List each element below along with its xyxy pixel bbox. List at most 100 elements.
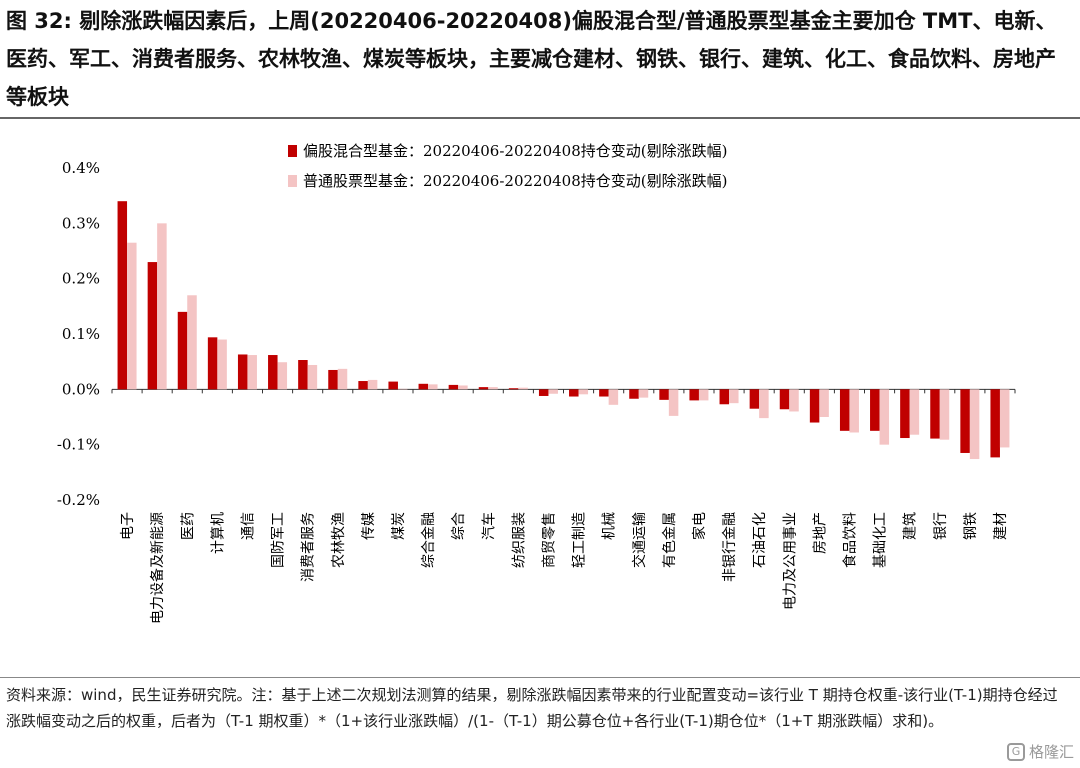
x-tick-label: 商贸零售 — [541, 512, 557, 568]
bar-hybrid-fund — [237, 354, 248, 390]
bar-hybrid-fund — [448, 384, 459, 390]
bar-stock-fund — [518, 387, 528, 390]
bar-stock-fund — [879, 389, 890, 445]
chart-legend: 偏股混合型基金：20220406-20220408持仓变动(剔除涨跌幅) 普通股票… — [288, 142, 727, 190]
bar-hybrid-fund — [900, 389, 910, 439]
source-note: 资料来源：wind，民生证券研究院。注：基于上述二次规划法测算的结果，剔除涨跌幅… — [6, 686, 1058, 730]
bar-hybrid-fund — [418, 383, 429, 390]
legend-label: 偏股混合型基金：20220406-20220408持仓变动(剔除涨跌幅) — [303, 142, 727, 160]
bar-stock-fund — [819, 389, 829, 417]
bar-hybrid-fund — [538, 389, 549, 396]
bar-stock-fund — [638, 389, 649, 398]
x-tick-label: 消费者服务 — [301, 512, 317, 582]
bar-stock-fund — [999, 389, 1010, 448]
x-tick-label: 建筑 — [903, 512, 919, 540]
bar-stock-fund — [909, 389, 920, 435]
bar-stock-fund — [698, 389, 709, 401]
bar-hybrid-fund — [839, 389, 850, 431]
y-tick-label: 0.4% — [62, 159, 100, 177]
title-divider — [0, 117, 1080, 119]
y-tick-label: 0.2% — [62, 270, 100, 288]
legend-label: 普通股票型基金：20220406-20220408持仓变动(剔除涨跌幅) — [303, 172, 727, 190]
y-tick-label: -0.1% — [57, 436, 100, 454]
x-tick-label: 交通运输 — [631, 512, 648, 568]
bar-stock-fund — [217, 339, 227, 390]
bar-hybrid-fund — [809, 389, 820, 423]
x-tick-label: 电力及公用事业 — [782, 512, 798, 610]
bar-stock-fund — [729, 389, 739, 404]
x-tick-label: 建材 — [993, 512, 1009, 540]
x-tick-label: 食品饮料 — [841, 512, 858, 568]
x-tick-label: 综合 — [451, 512, 467, 540]
x-tick-label: 电子 — [120, 512, 136, 540]
bar-hybrid-fund — [749, 389, 760, 409]
x-tick-label: 农林牧渔 — [331, 512, 347, 568]
bar-stock-fund — [127, 242, 137, 390]
bar-series-group — [117, 201, 1010, 460]
y-tick-label: 0.0% — [62, 380, 100, 398]
bar-stock-fund — [187, 295, 197, 390]
x-tick-label: 家电 — [691, 512, 708, 540]
x-tick-label: 有色金属 — [661, 512, 678, 568]
bar-hybrid-fund — [930, 389, 940, 439]
bar-hybrid-fund — [177, 311, 188, 390]
bar-stock-fund — [488, 387, 498, 390]
bar-stock-fund — [608, 389, 619, 405]
bar-hybrid-fund — [870, 389, 880, 431]
bar-stock-fund — [969, 389, 980, 460]
x-tick-label: 机械 — [602, 512, 618, 540]
bar-hybrid-fund — [629, 389, 639, 399]
bar-hybrid-fund — [599, 389, 609, 397]
x-tick-label: 医药 — [180, 512, 196, 540]
bar-hybrid-fund — [659, 389, 669, 400]
bar-stock-fund — [428, 384, 438, 390]
bar-stock-fund — [337, 368, 348, 390]
figure-title: 图 32: 剔除涨跌幅因素后，上周(20220406-20220408)偏股混合… — [6, 9, 1057, 109]
bar-hybrid-fund — [298, 360, 308, 390]
bar-hybrid-fund — [117, 201, 128, 390]
x-tick-label: 房地产 — [812, 512, 828, 554]
y-tick-label: 0.1% — [62, 325, 100, 343]
bar-hybrid-fund — [328, 369, 338, 390]
x-tick-label: 轻工制造 — [572, 512, 588, 568]
x-tick-label: 传媒 — [361, 512, 377, 540]
bar-stock-fund — [789, 389, 799, 412]
x-tick-label: 计算机 — [210, 512, 226, 554]
bar-stock-fund — [939, 389, 950, 440]
bar-stock-fund — [247, 355, 257, 390]
x-tick-label: 汽车 — [480, 512, 497, 540]
footer-divider — [0, 677, 1080, 678]
x-axis-labels: 电子 电力设备及新能源 医药 计算机 通信 国防军工 消费者服务 农林牧渔 传媒 煤炭 综合金融 综合… — [120, 512, 1009, 624]
x-tick-label: 银行 — [933, 512, 949, 540]
bar-stock-fund — [367, 379, 378, 390]
x-tick-label: 石油石化 — [752, 512, 768, 568]
x-tick-label: 基础化工 — [872, 512, 889, 568]
y-tick-label: -0.2% — [57, 491, 100, 509]
bar-hybrid-fund — [268, 355, 278, 390]
bar-hybrid-fund — [990, 389, 1000, 458]
legend-swatch — [288, 175, 297, 187]
bar-stock-fund — [548, 389, 558, 394]
x-tick-label: 通信 — [240, 512, 256, 540]
bar-stock-fund — [307, 364, 318, 390]
bar-hybrid-fund — [358, 381, 368, 390]
y-axis: -0.2% -0.1% 0.0% 0.1% 0.2% 0.3% 0.4% — [57, 159, 1016, 509]
x-tick-label: 非银行金融 — [722, 512, 738, 582]
bar-stock-fund — [458, 385, 468, 390]
bar-stock-fund — [157, 223, 167, 390]
x-tick-label: 钢铁 — [963, 512, 979, 540]
x-tick-label: 综合金融 — [421, 512, 437, 568]
x-tick-label: 纺织服装 — [511, 512, 527, 568]
watermark: G 格隆汇 — [1006, 741, 1074, 762]
bar-hybrid-fund — [207, 337, 218, 390]
bar-stock-fund — [277, 362, 288, 390]
bar-stock-fund — [668, 389, 679, 416]
bar-hybrid-fund — [960, 389, 970, 453]
bar-stock-fund — [759, 389, 769, 419]
bar-stock-fund — [849, 389, 859, 433]
x-tick-label: 国防军工 — [271, 512, 287, 568]
bar-hybrid-fund — [478, 387, 489, 390]
bar-hybrid-fund — [388, 381, 398, 390]
bar-hybrid-fund — [779, 389, 790, 410]
bar-hybrid-fund — [569, 389, 579, 397]
